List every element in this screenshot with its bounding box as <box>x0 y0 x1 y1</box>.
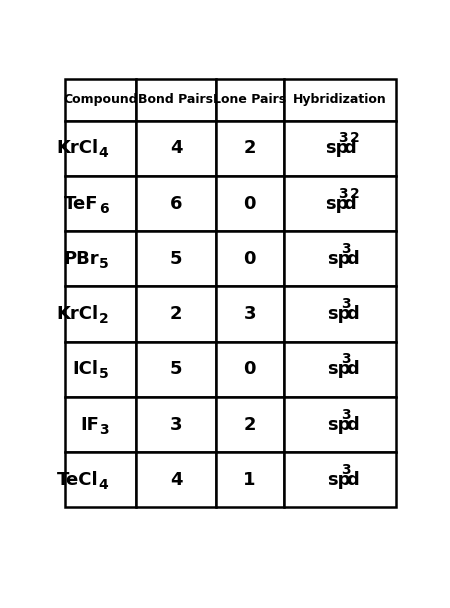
Text: sp: sp <box>328 471 351 489</box>
Text: PBr: PBr <box>63 250 99 268</box>
Bar <box>136 121 216 176</box>
Bar <box>65 342 136 397</box>
Bar <box>216 78 284 121</box>
Bar <box>284 452 396 508</box>
Text: 2: 2 <box>350 187 360 201</box>
Text: Lone Pairs: Lone Pairs <box>213 93 286 106</box>
Text: 5: 5 <box>99 367 108 381</box>
Bar <box>65 78 136 121</box>
Text: 3: 3 <box>341 353 351 367</box>
Text: 0: 0 <box>243 250 256 268</box>
Text: 3: 3 <box>338 187 348 201</box>
Text: 3: 3 <box>341 407 351 421</box>
Text: 2: 2 <box>243 139 256 157</box>
Text: sp: sp <box>328 361 351 378</box>
Text: 3: 3 <box>99 423 108 437</box>
Bar <box>284 176 396 231</box>
Bar <box>284 231 396 286</box>
Text: 2: 2 <box>243 415 256 434</box>
Text: 3: 3 <box>338 131 348 145</box>
Bar <box>284 121 396 176</box>
Bar <box>216 121 284 176</box>
Bar <box>216 286 284 342</box>
Text: 6: 6 <box>170 195 182 213</box>
Text: 3: 3 <box>243 305 256 323</box>
Text: 2: 2 <box>350 131 360 145</box>
Text: d: d <box>343 195 356 213</box>
Bar <box>216 231 284 286</box>
Text: 3: 3 <box>341 463 351 477</box>
Text: 3: 3 <box>170 415 182 434</box>
Text: 4: 4 <box>99 478 108 492</box>
Bar <box>136 78 216 121</box>
Bar <box>136 176 216 231</box>
Text: TeCl: TeCl <box>57 471 99 489</box>
Text: 2: 2 <box>170 305 182 323</box>
Text: 0: 0 <box>243 195 256 213</box>
Bar <box>216 397 284 452</box>
Text: 6: 6 <box>99 201 108 216</box>
Text: 4: 4 <box>99 147 108 161</box>
Text: 2: 2 <box>99 312 108 326</box>
Text: d: d <box>346 415 359 434</box>
Bar <box>65 452 136 508</box>
Text: d: d <box>346 471 359 489</box>
Text: 3: 3 <box>341 297 351 311</box>
Text: sp: sp <box>325 139 349 157</box>
Bar <box>65 231 136 286</box>
Bar <box>136 231 216 286</box>
Bar <box>284 397 396 452</box>
Text: TeF: TeF <box>64 195 99 213</box>
Bar <box>136 342 216 397</box>
Bar <box>65 286 136 342</box>
Bar <box>65 121 136 176</box>
Bar <box>136 286 216 342</box>
Text: Compound: Compound <box>63 93 138 106</box>
Bar <box>216 342 284 397</box>
Text: d: d <box>346 250 359 268</box>
Bar <box>284 286 396 342</box>
Bar <box>284 342 396 397</box>
Text: d: d <box>346 305 359 323</box>
Text: KrCl: KrCl <box>57 139 99 157</box>
Text: 3: 3 <box>341 242 351 256</box>
Text: Bond Pairs: Bond Pairs <box>139 93 213 106</box>
Bar <box>216 176 284 231</box>
Text: sp: sp <box>325 195 349 213</box>
Bar <box>216 452 284 508</box>
Text: sp: sp <box>328 305 351 323</box>
Bar <box>136 397 216 452</box>
Bar <box>65 397 136 452</box>
Text: IF: IF <box>80 415 99 434</box>
Bar <box>284 78 396 121</box>
Text: 4: 4 <box>170 139 182 157</box>
Text: ICl: ICl <box>73 361 99 378</box>
Text: KrCl: KrCl <box>57 305 99 323</box>
Text: 5: 5 <box>99 257 108 271</box>
Bar <box>136 452 216 508</box>
Text: 0: 0 <box>243 361 256 378</box>
Bar <box>65 176 136 231</box>
Text: d: d <box>343 139 356 157</box>
Text: 1: 1 <box>243 471 256 489</box>
Text: sp: sp <box>328 250 351 268</box>
Text: d: d <box>346 361 359 378</box>
Text: 5: 5 <box>170 361 182 378</box>
Text: sp: sp <box>328 415 351 434</box>
Text: Hybridization: Hybridization <box>293 93 387 106</box>
Text: 4: 4 <box>170 471 182 489</box>
Text: 5: 5 <box>170 250 182 268</box>
